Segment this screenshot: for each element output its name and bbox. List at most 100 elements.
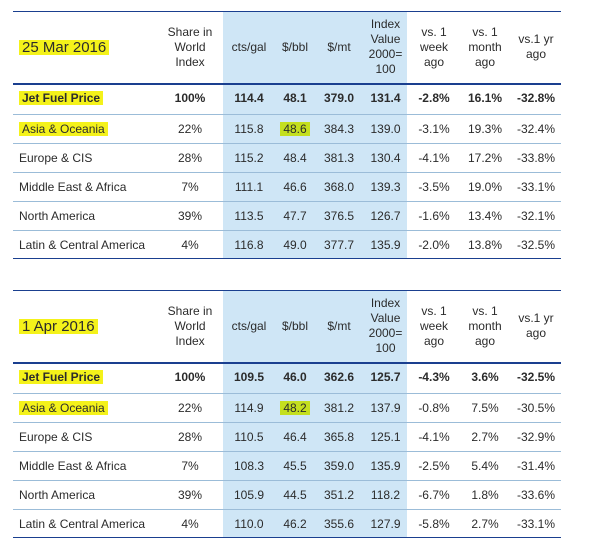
index-cell: 137.9 xyxy=(370,401,401,415)
year-cell: -32.1% xyxy=(516,209,556,223)
bbl-value-highlight: 48.6 xyxy=(280,122,310,136)
year-cell: -32.4% xyxy=(516,122,556,136)
jet-index: 131.4 xyxy=(370,91,401,105)
region-name: North America xyxy=(19,209,96,223)
table-row: Asia & Oceania 22% 114.9 48.2 381.2 137.… xyxy=(13,394,561,422)
jet-year: -32.5% xyxy=(516,370,556,384)
table-row: Europe & CIS 28% 110.5 46.4 365.8 125.1 … xyxy=(13,423,561,451)
header-share: Share in World Index xyxy=(167,24,213,69)
table-header-row: 1 Apr 2016 Share in World Index cts/gal … xyxy=(13,290,561,362)
week-cell: -3.5% xyxy=(418,180,450,194)
region-name: Latin & Central America xyxy=(19,517,146,531)
week-cell: -2.5% xyxy=(418,459,450,473)
header-vs-month: vs. 1 month ago xyxy=(468,24,502,69)
header-usd-bbl: $/bbl xyxy=(281,318,309,333)
row-separator xyxy=(13,509,561,510)
header-vs-month: vs. 1 month ago xyxy=(468,303,502,348)
region-cell: Asia & Oceania xyxy=(19,394,219,422)
row-separator xyxy=(13,172,561,173)
mt-cell: 365.8 xyxy=(323,430,355,444)
jet-week: -4.3% xyxy=(418,370,450,384)
share-cell: 39% xyxy=(177,488,203,502)
jet-bbl: 48.1 xyxy=(283,91,307,105)
row-separator xyxy=(13,114,561,115)
bbl-cell: 46.4 xyxy=(283,430,307,444)
jet-fuel-label: Jet Fuel Price xyxy=(19,370,104,384)
index-cell: 135.9 xyxy=(370,238,401,252)
cts-cell: 114.9 xyxy=(234,401,264,415)
month-cell: 7.5% xyxy=(471,401,499,415)
index-cell: 139.3 xyxy=(370,180,401,194)
jet-share: 100% xyxy=(174,91,206,105)
header-share: Share in World Index xyxy=(167,303,213,348)
region-cell: Asia & Oceania xyxy=(19,115,219,143)
mt-cell: 355.6 xyxy=(323,517,355,531)
month-cell: 13.8% xyxy=(467,238,503,252)
table-row: Latin & Central America 4% 116.8 49.0 37… xyxy=(13,231,561,259)
bbl-cell: 47.7 xyxy=(283,209,307,223)
row-separator xyxy=(13,422,561,423)
jet-year: -32.8% xyxy=(516,91,556,105)
month-cell: 19.0% xyxy=(467,180,503,194)
cts-cell: 108.3 xyxy=(233,459,265,473)
price-columns-band xyxy=(223,290,407,538)
bbl-value-highlight: 48.2 xyxy=(280,401,310,415)
table-row: Middle East & Africa 7% 111.1 46.6 368.0… xyxy=(13,173,561,201)
mt-cell: 381.2 xyxy=(323,401,355,415)
bbl-cell: 46.6 xyxy=(283,180,307,194)
header-rule xyxy=(13,362,561,364)
price-columns-band xyxy=(223,11,407,259)
region-name: Europe & CIS xyxy=(19,430,93,444)
region-name: Latin & Central America xyxy=(19,238,146,252)
bbl-cell: 48.4 xyxy=(283,151,307,165)
header-rule xyxy=(13,83,561,85)
bbl-cell: 46.2 xyxy=(283,517,307,531)
share-cell: 39% xyxy=(177,209,203,223)
header-vs-year: vs.1 yr ago xyxy=(518,311,554,340)
bbl-cell: 48.6 xyxy=(273,115,317,143)
year-cell: -30.5% xyxy=(516,401,556,415)
index-cell: 126.7 xyxy=(370,209,401,223)
table-bottom-rule xyxy=(13,258,561,259)
row-separator xyxy=(13,143,561,144)
year-cell: -33.6% xyxy=(516,488,556,502)
header-cts-gal: cts/gal xyxy=(231,39,267,54)
header-vs-week: vs. 1 week ago xyxy=(419,303,448,348)
week-cell: -4.1% xyxy=(418,151,450,165)
week-cell: -1.6% xyxy=(418,209,450,223)
header-usd-mt: $/mt xyxy=(327,39,351,54)
jet-month: 3.6% xyxy=(471,370,499,384)
jet-week: -2.8% xyxy=(418,91,450,105)
cts-cell: 115.2 xyxy=(234,151,264,165)
region-name: Middle East & Africa xyxy=(19,180,127,194)
share-cell: 7% xyxy=(181,459,199,473)
year-cell: -32.9% xyxy=(516,430,556,444)
date-label: 1 Apr 2016 xyxy=(19,318,98,334)
week-cell: -3.1% xyxy=(418,122,450,136)
header-usd-mt: $/mt xyxy=(327,318,351,333)
week-cell: -6.7% xyxy=(418,488,450,502)
year-cell: -31.4% xyxy=(516,459,556,473)
month-cell: 17.2% xyxy=(467,151,503,165)
year-cell: -33.1% xyxy=(516,517,556,531)
mt-cell: 351.2 xyxy=(323,488,355,502)
jet-mt: 362.6 xyxy=(323,370,355,384)
index-cell: 118.2 xyxy=(370,488,401,502)
week-cell: -2.0% xyxy=(418,238,450,252)
cts-cell: 113.5 xyxy=(234,209,264,223)
header-index-value: Index Value 2000= 100 xyxy=(368,296,403,355)
month-cell: 2.7% xyxy=(471,517,499,531)
region-name: Asia & Oceania xyxy=(19,401,108,415)
date-label: 25 Mar 2016 xyxy=(19,39,110,55)
header-vs-year: vs.1 yr ago xyxy=(518,32,554,61)
jet-fuel-row: Jet Fuel Price 100% 114.4 48.1 379.0 131… xyxy=(13,83,561,113)
index-cell: 135.9 xyxy=(370,459,401,473)
year-cell: -32.5% xyxy=(516,238,556,252)
week-cell: -0.8% xyxy=(418,401,450,415)
header-index-value: Index Value 2000= 100 xyxy=(368,17,403,76)
year-cell: -33.1% xyxy=(516,180,556,194)
row-separator xyxy=(13,393,561,394)
jet-cts: 109.5 xyxy=(233,370,265,384)
week-cell: -4.1% xyxy=(418,430,450,444)
index-cell: 130.4 xyxy=(370,151,401,165)
